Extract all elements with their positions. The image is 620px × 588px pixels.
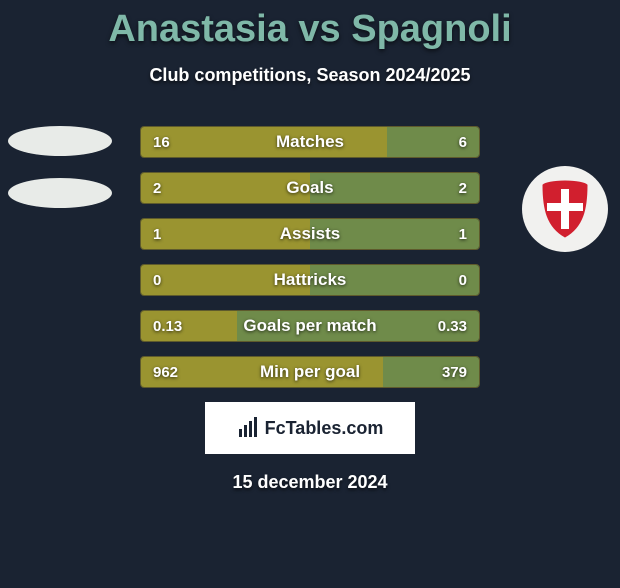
ellipse-icon [8, 178, 112, 208]
stat-bar-left [141, 311, 237, 341]
stat-bars: Matches166 Goals22 Assists11 Hattricks00 Goa… [140, 126, 480, 388]
stat-bar-right [310, 265, 479, 295]
brand-footer: FcTables.com [205, 402, 415, 454]
stat-bar-row: Matches166 [140, 126, 480, 158]
player-right-badge [522, 166, 608, 252]
stat-bar-right [237, 311, 479, 341]
shield-icon [539, 179, 591, 239]
comparison-area: Matches166 Goals22 Assists11 Hattricks00 Goa… [0, 126, 620, 388]
stat-bar-row: Assists11 [140, 218, 480, 250]
page-subtitle: Club competitions, Season 2024/2025 [0, 65, 620, 86]
stat-bar-left [141, 127, 387, 157]
footer-date: 15 december 2024 [0, 472, 620, 493]
stat-bar-row: Goals22 [140, 172, 480, 204]
club-badge [522, 166, 608, 252]
stat-bar-row: Min per goal962379 [140, 356, 480, 388]
ellipse-icon [8, 126, 112, 156]
stat-bar-right [387, 127, 479, 157]
stat-bar-right [383, 357, 479, 387]
page-title: Anastasia vs Spagnoli [0, 8, 620, 51]
stat-bar-left [141, 219, 310, 249]
stat-bar-row: Goals per match0.130.33 [140, 310, 480, 342]
brand-icon [237, 417, 259, 439]
stat-bar-right [310, 219, 479, 249]
stat-bar-left [141, 357, 383, 387]
stat-bar-left [141, 173, 310, 203]
stat-bar-left [141, 265, 310, 295]
stat-bar-row: Hattricks00 [140, 264, 480, 296]
brand-text: FcTables.com [265, 418, 384, 439]
player-left-marker [8, 126, 112, 230]
stat-bar-right [310, 173, 479, 203]
